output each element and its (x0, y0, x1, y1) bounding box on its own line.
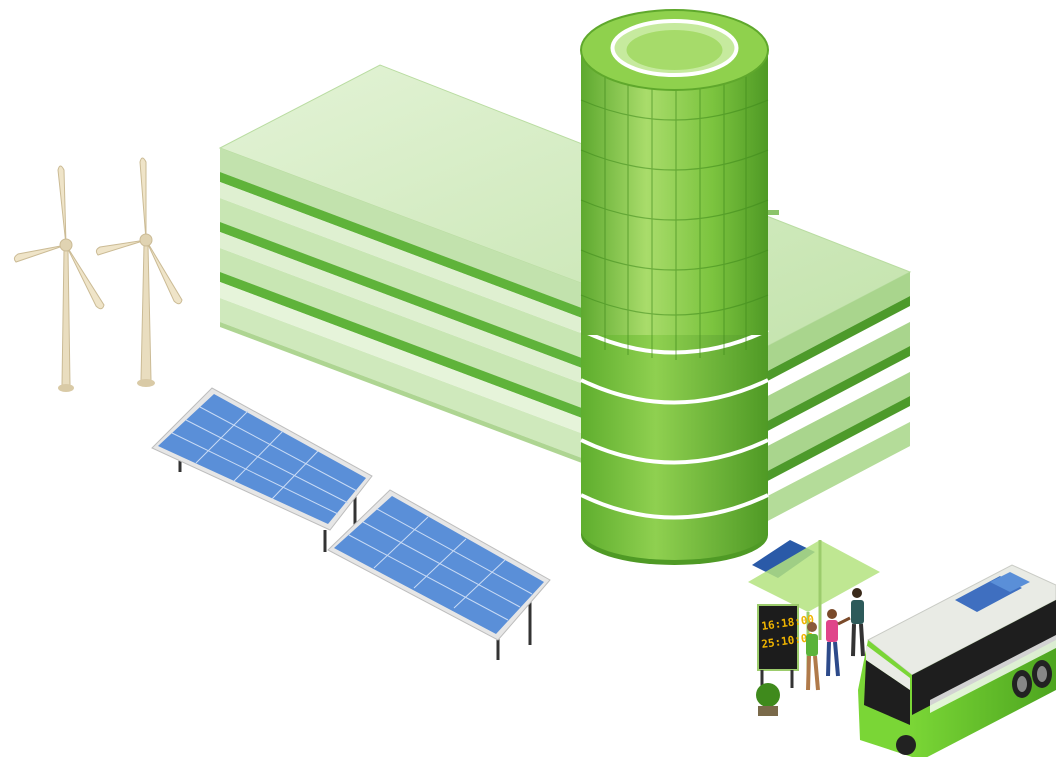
person-icon (806, 622, 820, 691)
solar-panel-icon (327, 489, 551, 660)
green-tower (580, 9, 769, 565)
shrub (756, 683, 780, 707)
wind-turbine-icon (13, 165, 105, 392)
person-icon (826, 609, 851, 677)
timetable-board (757, 604, 799, 671)
solar-panel-icon (151, 387, 373, 552)
electric-bus-icon (858, 564, 1056, 757)
wind-turbine-icon (95, 157, 183, 387)
person-icon (851, 588, 865, 657)
